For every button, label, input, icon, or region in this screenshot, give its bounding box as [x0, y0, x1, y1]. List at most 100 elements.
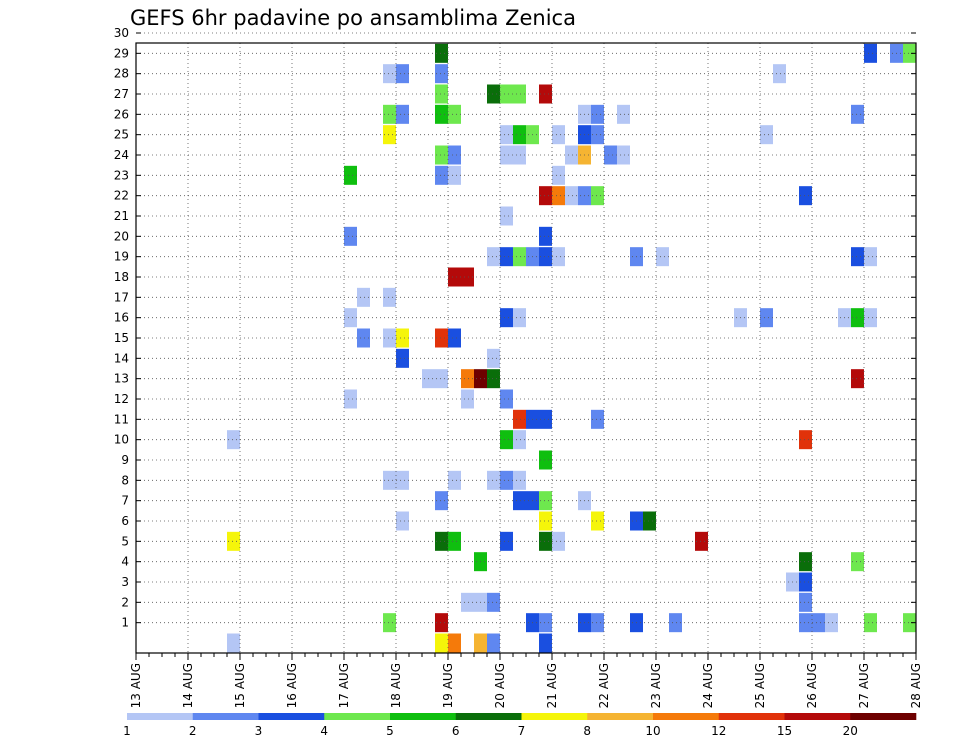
- heatmap-cell: [448, 104, 461, 124]
- colorbar-segment: [718, 713, 785, 720]
- heatmap-cell: [799, 592, 812, 612]
- heatmap-cell: [565, 145, 578, 165]
- heatmap-cell: [513, 145, 526, 165]
- heatmap-cell: [851, 308, 864, 328]
- x-tick-label: 18 AUG: [389, 663, 403, 708]
- x-tick-label: 26 AUG: [805, 663, 819, 708]
- colorbar-segment: [784, 713, 851, 720]
- x-tick-label: 27 AUG: [857, 663, 871, 708]
- heatmap-cell: [799, 552, 812, 572]
- heatmap-cell: [552, 165, 565, 185]
- colorbar-segment: [390, 713, 457, 720]
- y-tick-label: 15: [114, 331, 129, 345]
- heatmap-cell: [500, 470, 513, 490]
- y-tick-label: 22: [114, 189, 129, 203]
- heatmap-cell: [812, 613, 825, 633]
- y-tick-label: 27: [114, 87, 129, 101]
- heatmap-cell: [552, 125, 565, 145]
- heatmap-cell: [851, 552, 864, 572]
- heatmap-cell: [617, 145, 630, 165]
- x-tick-label: 13 AUG: [129, 663, 143, 708]
- heatmap-cell: [448, 531, 461, 551]
- heatmap-cell: [903, 43, 916, 63]
- heatmap-cell: [513, 430, 526, 450]
- heatmap-cell: [344, 226, 357, 246]
- y-tick-label: 19: [114, 250, 129, 264]
- heatmap-cell: [448, 165, 461, 185]
- heatmap-cell: [539, 511, 552, 531]
- heatmap-cell: [487, 369, 500, 389]
- heatmap-cell: [500, 145, 513, 165]
- heatmap-cell: [396, 470, 409, 490]
- heatmap-cell: [435, 328, 448, 348]
- heatmap-cell: [799, 572, 812, 592]
- heatmap-cell: [227, 430, 240, 450]
- x-axis-ticks: 13 AUG 14 AUG 15 AUG 16 AUG 17 AUG 18 AUG 19 A…: [129, 653, 923, 708]
- colorbar-segment: [587, 713, 654, 720]
- heatmap-cell: [396, 348, 409, 368]
- heatmap-cell: [383, 104, 396, 124]
- colorbar-segment: [127, 713, 194, 720]
- heatmap-cell: [487, 470, 500, 490]
- colorbar-label: 8: [583, 724, 591, 738]
- y-tick-label: 4: [121, 555, 129, 569]
- heatmap-cell: [864, 43, 877, 63]
- colorbar-segment: [192, 713, 259, 720]
- x-tick-label: 14 AUG: [181, 663, 195, 708]
- heatmap-cell: [539, 450, 552, 470]
- heatmap-cell: [487, 348, 500, 368]
- heatmap-cell: [513, 308, 526, 328]
- heatmap-cell: [513, 409, 526, 429]
- heatmap-cell: [383, 613, 396, 633]
- heatmap-cell: [539, 613, 552, 633]
- heatmap-cell: [474, 633, 487, 653]
- heatmap-cell: [227, 633, 240, 653]
- y-tick-label: 12: [114, 392, 129, 406]
- heatmap-cell: [227, 531, 240, 551]
- heatmap-cell: [656, 247, 669, 267]
- heatmap-cell: [513, 84, 526, 104]
- y-tick-label: 11: [114, 412, 129, 426]
- colorbar-label: 1: [123, 724, 131, 738]
- colorbar-label: 20: [843, 724, 858, 738]
- y-tick-label: 23: [114, 168, 129, 182]
- heatmap-cell: [396, 511, 409, 531]
- heatmap-cells: [227, 43, 916, 653]
- heatmap-cell: [448, 633, 461, 653]
- heatmap-cell: [344, 308, 357, 328]
- heatmap-cell: [513, 491, 526, 511]
- heatmap-cell: [539, 247, 552, 267]
- heatmap-cell: [396, 328, 409, 348]
- y-tick-label: 29: [114, 46, 129, 60]
- heatmap-cell: [500, 84, 513, 104]
- heatmap-cell: [383, 287, 396, 307]
- colorbar-label: 12: [711, 724, 726, 738]
- y-tick-label: 16: [114, 311, 129, 325]
- heatmap-cell: [461, 369, 474, 389]
- y-tick-label: 17: [114, 290, 129, 304]
- heatmap-cell: [383, 125, 396, 145]
- y-tick-label: 10: [114, 433, 129, 447]
- y-tick-label: 5: [121, 534, 129, 548]
- heatmap-cell: [513, 247, 526, 267]
- x-tick-label: 21 AUG: [545, 663, 559, 708]
- heatmap-cell: [435, 633, 448, 653]
- colorbar-segment: [258, 713, 325, 720]
- heatmap-cell: [357, 287, 370, 307]
- x-tick-label: 24 AUG: [701, 663, 715, 708]
- heatmap-cell: [695, 531, 708, 551]
- heatmap-cell: [552, 247, 565, 267]
- heatmap-cell: [539, 409, 552, 429]
- y-tick-label: 2: [121, 595, 129, 609]
- y-tick-label: 26: [114, 107, 129, 121]
- heatmap-cell: [851, 247, 864, 267]
- heatmap-cell: [487, 592, 500, 612]
- y-tick-label: 6: [121, 514, 129, 528]
- heatmap-cell: [448, 267, 461, 287]
- heatmap-cell: [591, 511, 604, 531]
- heatmap-cell: [344, 165, 357, 185]
- heatmap-cell: [500, 308, 513, 328]
- colorbar-label: 15: [777, 724, 792, 738]
- y-tick-label: 3: [121, 575, 129, 589]
- heatmap-cell: [435, 369, 448, 389]
